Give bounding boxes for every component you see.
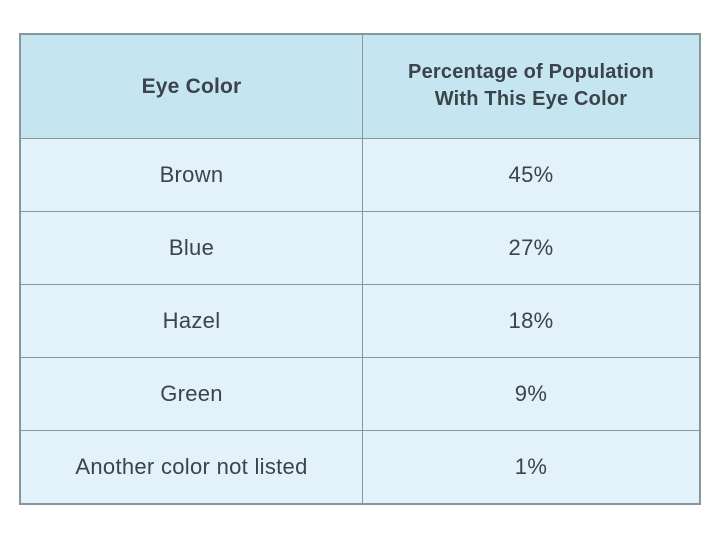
row-label: Another color not listed [75,453,308,479]
table-row-brown: Brown 45% [21,137,699,211]
table-row-another-color: Another color not listed 1% [21,429,699,503]
header-cell-percentage: Percentage of Population With This Eye C… [362,35,699,138]
table-row-green: Green 9% [21,356,699,430]
header-cell-eye-color: Eye Color [21,35,362,138]
table-row-blue: Blue 27% [21,210,699,284]
row-label: Hazel [162,307,221,333]
header-label-percentage-line2: With This Eye Color [434,88,628,111]
cell-label: Green [21,358,362,430]
row-value: 1% [514,453,548,479]
header-label-percentage-line1: Percentage of Population [408,61,654,84]
row-value: 9% [514,380,548,406]
cell-value: 45% [362,138,699,211]
table-row-hazel: Hazel 18% [21,283,699,357]
cell-value: 27% [362,211,699,284]
row-label: Green [160,380,223,406]
cell-value: 18% [362,284,699,357]
cell-value: 1% [362,430,699,503]
cell-label: Blue [21,212,362,284]
row-value: 45% [508,161,554,187]
row-value: 27% [508,234,554,260]
cell-label: Another color not listed [21,431,362,503]
header-label-eye-color: Eye Color [141,74,242,98]
table-header-row: Eye Color Percentage of Population With … [21,35,699,138]
cell-value: 9% [362,357,699,430]
row-value: 18% [508,307,554,333]
row-label: Brown [159,161,224,187]
cell-label: Brown [21,139,362,211]
cell-label: Hazel [21,285,362,357]
row-label: Blue [168,234,215,260]
eye-color-table: Eye Color Percentage of Population With … [19,33,701,505]
